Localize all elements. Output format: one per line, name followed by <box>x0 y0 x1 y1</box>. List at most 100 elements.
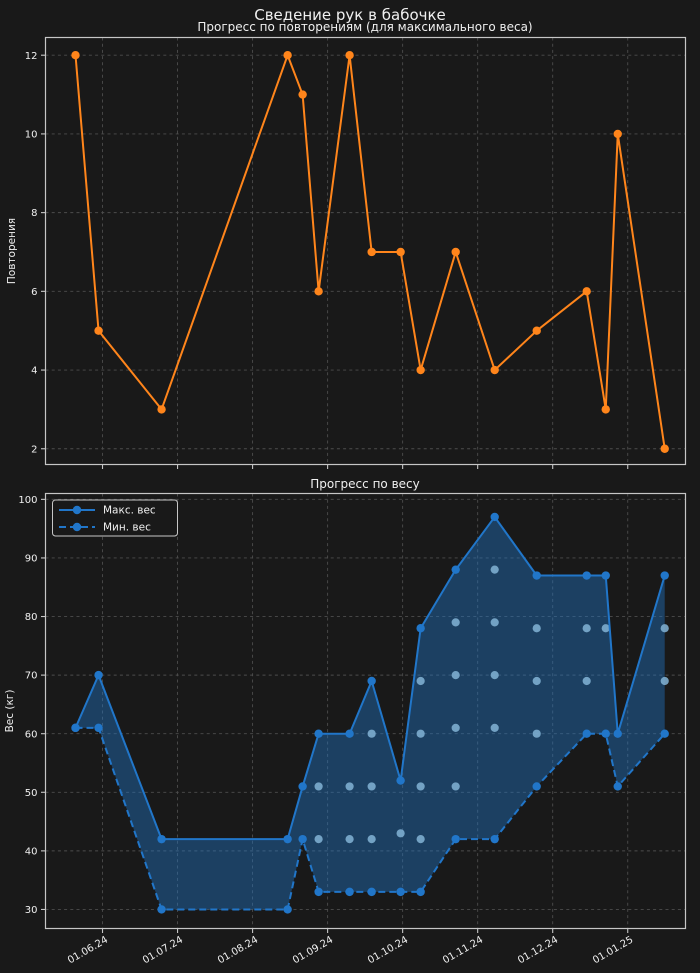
data-point-marker <box>660 729 669 738</box>
data-point-marker <box>94 326 103 335</box>
set-scatter-dot <box>367 729 376 738</box>
data-point-marker <box>298 90 307 99</box>
data-point-marker <box>283 51 292 60</box>
y-tick-label: 100 <box>18 495 37 506</box>
data-point-marker <box>660 571 669 580</box>
weight-series-markers-0 <box>71 512 669 844</box>
data-point-marker <box>582 287 591 296</box>
set-scatter-dot <box>490 618 499 627</box>
data-point-marker <box>314 287 323 296</box>
y-tick-label: 50 <box>25 788 38 799</box>
set-scatter-dot <box>416 676 425 686</box>
data-point-marker <box>660 444 669 453</box>
data-point-marker <box>367 887 376 897</box>
data-point-marker <box>601 571 610 580</box>
set-scatter-dot <box>314 782 323 791</box>
weight-axes-frame <box>44 492 687 930</box>
data-point-marker <box>582 571 591 580</box>
reps-chart-title: Прогресс по повторениям (для максимально… <box>197 20 532 34</box>
reps-axes-frame <box>44 36 687 466</box>
set-scatter-dot <box>582 676 591 686</box>
data-point-marker <box>283 834 292 844</box>
data-point-marker <box>367 247 376 257</box>
y-tick-label: 80 <box>25 612 38 623</box>
data-point-marker <box>601 405 610 414</box>
figure-title: Сведение рук в бабочке <box>254 6 446 24</box>
legend-item-label: Мин. вес <box>103 522 151 534</box>
weight-tick-marks <box>41 498 629 933</box>
set-scatter-dot <box>345 835 354 844</box>
data-point-marker <box>71 723 80 733</box>
reps-y-tick-labels: 2 4 6 8 10 12 <box>25 51 38 456</box>
data-point-marker <box>396 887 405 897</box>
data-point-marker <box>532 782 541 791</box>
set-scatter-dot <box>416 729 425 738</box>
data-point-marker <box>396 247 405 257</box>
y-tick-label: 6 <box>31 287 37 298</box>
data-point-marker <box>416 887 425 897</box>
data-point-marker <box>613 782 622 791</box>
data-point-marker <box>532 326 541 335</box>
data-point-marker <box>490 834 499 844</box>
data-point-marker <box>613 129 622 139</box>
weight-series-markers-1 <box>71 723 669 914</box>
set-scatter-dot <box>601 624 610 633</box>
reps-series-markers-0 <box>71 51 669 453</box>
y-tick-label: 4 <box>31 366 37 377</box>
set-scatter-dot <box>367 782 376 791</box>
set-scatter-dot <box>660 624 669 633</box>
y-tick-label: 10 <box>25 130 38 141</box>
weight-y-tick-labels: 30 40 50 60 70 80 90 100 <box>18 495 37 916</box>
data-point-marker <box>532 571 541 580</box>
set-scatter-dot <box>416 782 425 791</box>
set-scatter-dot <box>490 565 499 574</box>
reps-grid <box>45 37 686 465</box>
weight-range-fill-area <box>75 516 665 910</box>
data-point-marker <box>345 887 354 897</box>
set-scatter-dot <box>367 835 376 844</box>
set-scatter-dot <box>660 676 669 686</box>
y-tick-label: 90 <box>25 554 38 565</box>
data-point-marker <box>490 365 499 375</box>
reps-plot-background <box>45 37 686 465</box>
data-point-marker <box>451 247 460 257</box>
data-point-marker <box>345 51 354 60</box>
reps-tick-marks <box>41 54 629 469</box>
data-point-marker <box>298 834 307 844</box>
reps-chart: 2 4 6 8 10 12 <box>25 36 687 469</box>
weight-plot-background <box>45 493 686 929</box>
legend-item-label: Макс. вес <box>103 505 156 517</box>
set-scatter-dot <box>396 829 405 838</box>
data-point-marker <box>314 887 323 897</box>
set-scatter-dot <box>490 671 499 680</box>
data-point-marker <box>345 729 354 738</box>
data-point-marker <box>71 51 80 60</box>
data-point-marker <box>416 624 425 633</box>
data-point-marker <box>451 565 460 574</box>
reps-y-axis-label: Повторения <box>6 218 18 284</box>
data-point-marker <box>94 670 103 680</box>
legend: Макс. вес Мин. вес <box>52 499 178 537</box>
y-tick-label: 2 <box>31 444 37 455</box>
y-tick-label: 12 <box>25 51 38 62</box>
data-point-marker <box>157 834 166 844</box>
set-scatter-dot <box>451 671 460 680</box>
set-scatter-dot <box>532 729 541 738</box>
set-scatter-points <box>314 565 669 844</box>
set-scatter-dot <box>314 835 323 844</box>
weight-y-axis-label: Вес (кг) <box>4 690 16 733</box>
data-point-marker <box>451 834 460 844</box>
weight-grid <box>45 493 686 929</box>
data-point-marker <box>94 723 103 733</box>
weight-chart-title: Прогресс по весу <box>310 477 419 491</box>
legend-swatch-marker <box>72 505 82 515</box>
data-point-marker <box>298 782 307 791</box>
y-tick-label: 70 <box>25 671 38 682</box>
y-tick-label: 60 <box>25 729 38 740</box>
data-point-marker <box>157 905 166 914</box>
data-point-marker <box>367 676 376 686</box>
data-point-marker <box>396 776 405 785</box>
